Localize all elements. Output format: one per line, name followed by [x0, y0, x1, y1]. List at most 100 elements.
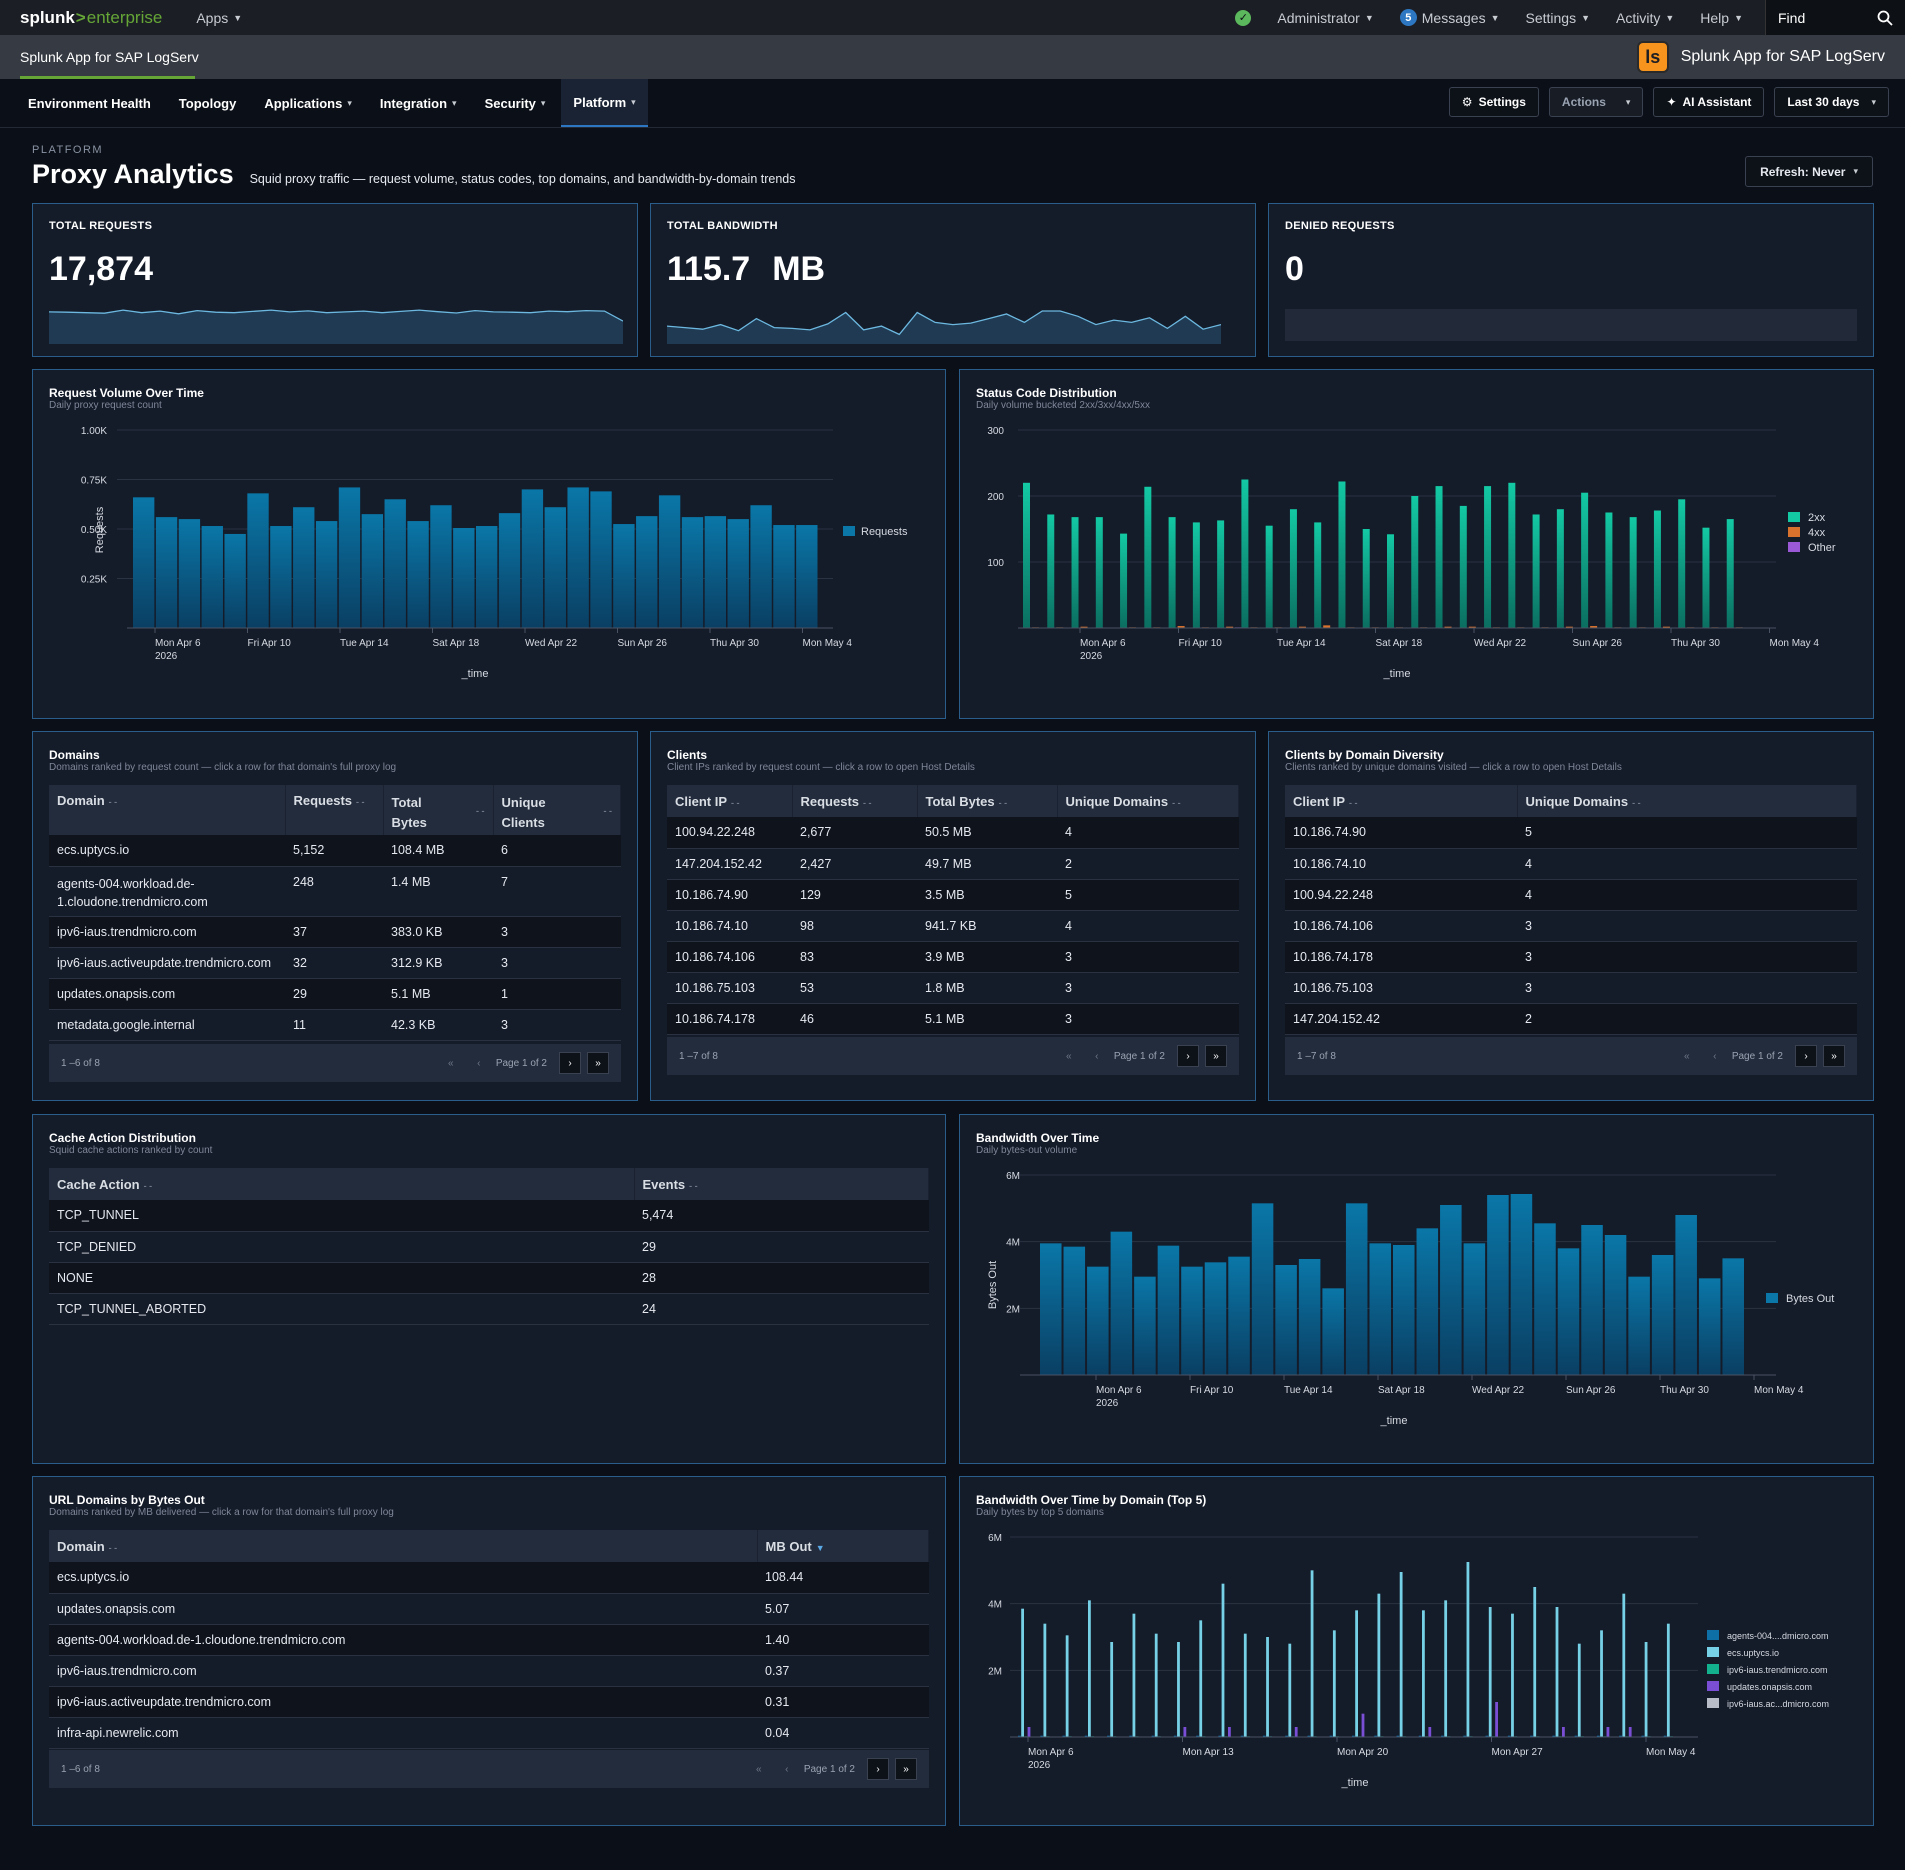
bar-1[interactable] [1555, 1607, 1559, 1737]
bar-0[interactable] [1307, 1735, 1311, 1737]
next-page-button[interactable]: › [867, 1758, 889, 1780]
bar-2xx[interactable] [1095, 517, 1103, 628]
bar-1[interactable] [1243, 1633, 1247, 1737]
bar[interactable] [1040, 1243, 1062, 1375]
bar-3[interactable] [1606, 1727, 1610, 1737]
table-row[interactable]: ecs.uptycs.io 108.44 [49, 1562, 929, 1594]
bar[interactable] [1322, 1288, 1344, 1375]
table-row[interactable]: TCP_DENIED 29 [49, 1231, 929, 1263]
bar-2xx[interactable] [1289, 509, 1297, 628]
bar-1[interactable] [1422, 1610, 1425, 1737]
bar-2xx[interactable] [1459, 505, 1467, 628]
bar-1[interactable] [1221, 1583, 1225, 1737]
tab-topology[interactable]: Topology [178, 95, 237, 111]
first-page-button[interactable]: « [1066, 1050, 1072, 1062]
bar-0[interactable] [1396, 1735, 1400, 1737]
bar-2xx[interactable] [1653, 510, 1661, 628]
bar-3[interactable] [1361, 1713, 1365, 1737]
bar[interactable] [521, 489, 544, 628]
bar[interactable] [361, 514, 384, 628]
last-page-button[interactable]: » [1823, 1045, 1845, 1067]
bar[interactable] [1393, 1245, 1415, 1375]
bar-4xx[interactable] [1323, 625, 1331, 628]
next-page-button[interactable]: › [1177, 1045, 1199, 1067]
bar-1[interactable] [1666, 1623, 1670, 1737]
table-row[interactable]: ipv6-iaus.trendmicro.com 0.37 [49, 1655, 929, 1687]
bar-2xx[interactable] [1629, 517, 1637, 628]
bar-2xx[interactable] [1702, 527, 1710, 628]
splunk-logo[interactable]: splunk > enterprise [20, 7, 163, 27]
bar[interactable] [1628, 1276, 1650, 1375]
messages-menu[interactable]: 5 Messages ▼ [1399, 9, 1500, 26]
table-row[interactable]: ipv6-iaus.activeupdate.trendmicro.com 32 3… [49, 947, 621, 979]
first-page-button[interactable]: « [448, 1057, 454, 1069]
bar-0[interactable] [1196, 1735, 1199, 1737]
bar-1[interactable] [1332, 1630, 1336, 1737]
bar[interactable] [133, 497, 155, 628]
first-page-button[interactable]: « [1684, 1050, 1690, 1062]
bar[interactable] [773, 525, 795, 628]
bar[interactable] [1487, 1195, 1509, 1375]
bar-2xx[interactable] [1508, 482, 1516, 628]
bar-2xx[interactable] [1362, 529, 1370, 628]
bar-4xx[interactable] [1226, 626, 1234, 628]
table-row[interactable]: ipv6-iaus.activeupdate.trendmicro.com 0.3… [49, 1686, 929, 1718]
bar-2xx[interactable] [1581, 492, 1589, 628]
bar-2xx[interactable] [1338, 481, 1346, 628]
bar[interactable] [1369, 1243, 1391, 1375]
bar-0[interactable] [1374, 1735, 1378, 1737]
column-header[interactable]: Unique Domains - - [1057, 785, 1239, 817]
bar[interactable] [636, 516, 658, 628]
column-header[interactable]: Requests - - [285, 785, 384, 835]
prev-page-button[interactable]: ‹ [1713, 1050, 1717, 1062]
bar[interactable] [1581, 1225, 1603, 1375]
last-page-button[interactable]: » [895, 1758, 917, 1780]
ai-assistant-button[interactable]: ✦ AI Assistant [1653, 87, 1765, 117]
table-row[interactable]: 147.204.152.42 2,427 49.7 MB 2 [667, 848, 1239, 880]
find-search[interactable]: Find [1765, 0, 1905, 35]
bar[interactable] [476, 526, 498, 628]
bar-1[interactable] [1065, 1635, 1069, 1737]
bar[interactable] [498, 513, 521, 628]
bar[interactable] [1298, 1259, 1321, 1375]
bar-0[interactable] [1418, 1735, 1422, 1737]
prev-page-button[interactable]: ‹ [1095, 1050, 1099, 1062]
bar[interactable] [796, 525, 818, 628]
bar-1[interactable] [1644, 1642, 1648, 1737]
bar-2xx[interactable] [1532, 514, 1540, 628]
bar-3[interactable] [1027, 1727, 1031, 1737]
column-header[interactable]: Domain - - [49, 785, 286, 835]
table-row[interactable]: updates.onapsis.com 5.07 [49, 1593, 929, 1625]
bar[interactable] [1675, 1215, 1697, 1375]
health-ok-icon[interactable]: ✓ [1235, 9, 1252, 26]
bar[interactable] [430, 505, 452, 628]
bar[interactable] [1110, 1231, 1133, 1375]
bar-0[interactable] [1040, 1735, 1044, 1737]
bar-1[interactable] [1600, 1630, 1603, 1737]
bar[interactable] [155, 517, 178, 628]
tab-environment-health[interactable]: Environment Health [28, 95, 151, 111]
table-row[interactable]: ipv6-iaus.trendmicro.com 37 383.0 KB 3 [49, 916, 621, 948]
bar-0[interactable] [1619, 1735, 1622, 1737]
bar[interactable] [1134, 1276, 1156, 1375]
bar[interactable] [567, 487, 589, 628]
tab-applications[interactable]: Applications ▾ [264, 95, 352, 111]
bar-0[interactable] [1507, 1735, 1511, 1737]
table-row[interactable]: agents-004.workload.de-1.cloudone.trendm… [49, 1624, 929, 1656]
bar-1[interactable] [1355, 1610, 1358, 1737]
bar-1[interactable] [1466, 1562, 1470, 1737]
prev-page-button[interactable]: ‹ [785, 1763, 789, 1775]
bar-1[interactable] [1444, 1600, 1448, 1737]
bar[interactable] [1345, 1203, 1368, 1375]
table-row[interactable]: 10.186.74.106 83 3.9 MB 3 [667, 941, 1239, 973]
bar-1[interactable] [1177, 1642, 1180, 1737]
bar-3[interactable] [1562, 1727, 1565, 1737]
bar-2xx[interactable] [1120, 533, 1128, 628]
bar-2xx[interactable] [1071, 517, 1079, 628]
column-header[interactable]: Client IP - - [1285, 785, 1518, 817]
table-row[interactable]: 10.186.74.178 3 [1285, 941, 1857, 973]
settings-button[interactable]: ⚙ Settings [1448, 87, 1539, 117]
bar-2xx[interactable] [1265, 525, 1273, 628]
column-header[interactable]: Total Bytes - - [383, 785, 494, 835]
settings-menu[interactable]: Settings ▼ [1525, 9, 1591, 26]
